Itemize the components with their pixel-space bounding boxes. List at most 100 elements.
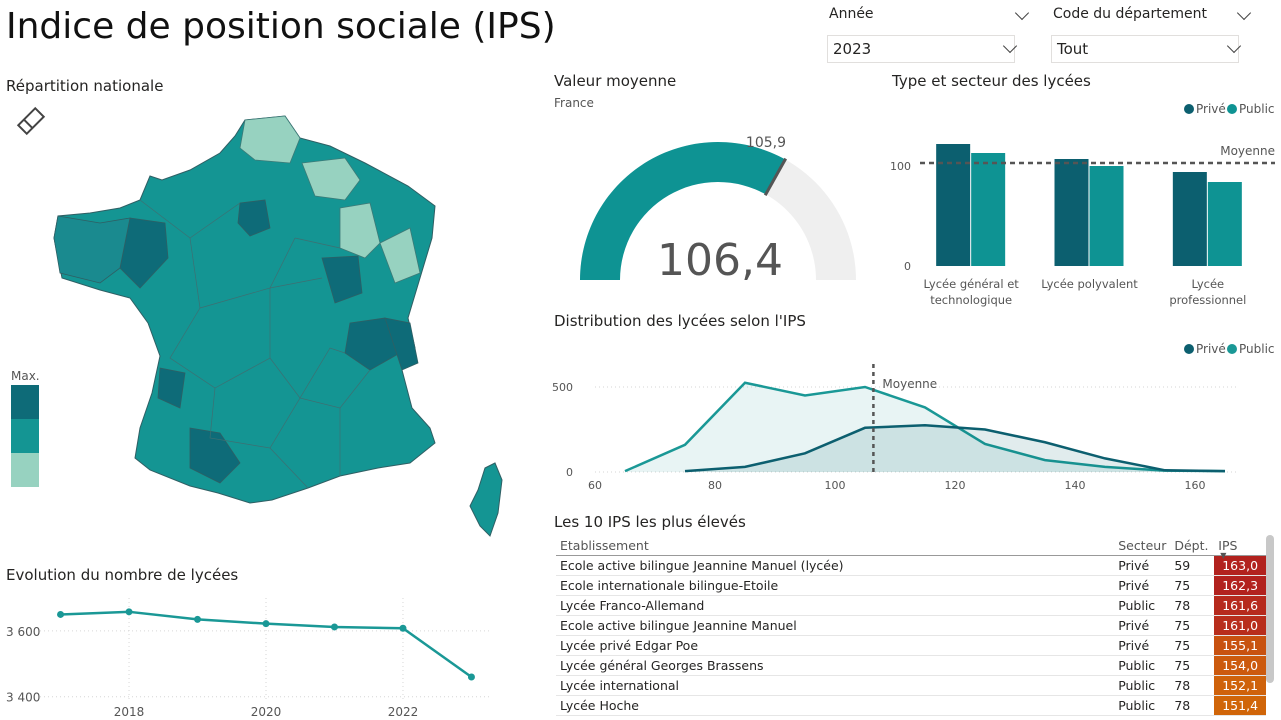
bretagne-region[interactable]: [53, 215, 131, 284]
corsica-region[interactable]: [469, 462, 503, 537]
cell-sector: Privé: [1114, 635, 1171, 656]
cell-ips: 163,0: [1214, 555, 1266, 576]
vosges-region[interactable]: [379, 227, 421, 284]
table-row[interactable]: Ecole active bilingue Jeannine Manuel Pri…: [556, 615, 1266, 636]
table-row[interactable]: Lycée Franco-Allemand Public 78 161,6: [556, 595, 1266, 616]
top10-table-container[interactable]: Etablissement Secteur Dépt. IPS ▼ Ecole …: [556, 535, 1266, 718]
table-row[interactable]: Lycée Hoche Public 78 151,4: [556, 695, 1266, 716]
y-tick-label: 500: [552, 381, 573, 394]
cell-ips: 152,1: [1214, 675, 1266, 696]
eraser-icon[interactable]: [14, 104, 48, 138]
evolution-title: Evolution du nombre de lycées: [6, 566, 239, 584]
nord-region[interactable]: [239, 115, 301, 164]
haute-garonne-region[interactable]: [189, 427, 241, 484]
dist-chart-legend[interactable]: Privé Public: [1184, 342, 1275, 356]
bar-public-2[interactable]: [1207, 182, 1242, 266]
y-tick-label: 100: [890, 160, 911, 173]
cell-ips: 155,1: [1214, 635, 1266, 656]
distribution-area-chart[interactable]: Privé Public 0 500 60 80 100 120 140 160 Moyenne: [545, 336, 1275, 496]
savoie-region[interactable]: [384, 317, 419, 371]
cell-sector: Privé: [1114, 615, 1171, 636]
evolution-point[interactable]: [125, 608, 133, 616]
evolution-point[interactable]: [467, 673, 475, 681]
reference-label: Moyenne: [1220, 144, 1275, 158]
cell-dept: 75: [1170, 635, 1215, 656]
top10-table: Etablissement Secteur Dépt. IPS ▼ Ecole …: [556, 535, 1266, 716]
table-row[interactable]: Lycée international Public 78 152,1: [556, 675, 1266, 696]
legend-prive-dot: [1184, 344, 1194, 354]
cell-sector: Public: [1114, 595, 1171, 616]
evolution-point[interactable]: [330, 623, 338, 631]
legend-mid-swatch: [11, 419, 39, 453]
x-tick-label: 60: [588, 479, 602, 492]
type-sector-bar-chart[interactable]: Privé Public 0 100 Lycée général et technolog…: [880, 96, 1280, 316]
cell-sector: Public: [1114, 655, 1171, 676]
average-gauge[interactable]: 105,9 106,4: [560, 120, 870, 290]
x-tick-label: 160: [1185, 479, 1206, 492]
evolution-line-chart[interactable]: 3 400 3 600 2018 2020 2022: [0, 590, 500, 718]
col-header-sector[interactable]: Secteur: [1118, 537, 1167, 553]
map-title: Répartition nationale: [6, 77, 164, 95]
year-slicer-label: Année: [829, 6, 874, 22]
y-tick-label: 0: [904, 260, 911, 273]
bar-privé-2[interactable]: [1172, 172, 1207, 266]
evolution-point[interactable]: [57, 610, 65, 618]
table-row[interactable]: Ecole active bilingue Jeannine Manuel (l…: [556, 555, 1266, 576]
paris-region[interactable]: [237, 199, 271, 237]
page-title: Indice de position sociale (IPS): [6, 6, 556, 47]
gauge-target-marker: [763, 157, 787, 197]
bar-privé-1[interactable]: [1054, 159, 1089, 266]
legend-high-swatch: [11, 385, 39, 419]
bar-public-1[interactable]: [1089, 166, 1124, 266]
gironde-region[interactable]: [157, 367, 186, 409]
evolution-point[interactable]: [399, 624, 407, 632]
evolution-point[interactable]: [262, 620, 270, 628]
haute-marne-region[interactable]: [339, 202, 381, 259]
cell-name: Lycée général Georges Brassens: [556, 655, 1115, 676]
department-dropdown[interactable]: Tout: [1051, 35, 1239, 63]
cell-dept: 78: [1170, 675, 1215, 696]
bar-public-0[interactable]: [971, 153, 1006, 266]
chevron-down-icon[interactable]: [1014, 5, 1030, 21]
area-public: [625, 382, 1225, 472]
cell-dept: 75: [1170, 655, 1215, 676]
france-map[interactable]: [40, 108, 510, 548]
cell-sector: Public: [1114, 675, 1171, 696]
cell-name: Ecole active bilingue Jeannine Manuel: [556, 615, 1115, 636]
col-header-ips[interactable]: IPS ▼: [1214, 535, 1266, 561]
cell-dept: 75: [1170, 615, 1215, 636]
cell-name: Lycée privé Edgar Poe: [556, 635, 1115, 656]
legend-public-dot: [1227, 104, 1237, 114]
line-public[interactable]: [624, 381, 1226, 473]
rhone-region[interactable]: [344, 317, 401, 371]
type-chart-legend[interactable]: Privé Public: [1184, 102, 1275, 116]
year-dropdown[interactable]: 2023: [827, 35, 1015, 63]
table-row[interactable]: Ecole internationale bilingue-Etoile Priv…: [556, 575, 1266, 596]
x-category-label: Lycée: [1192, 277, 1225, 291]
mainland-region[interactable]: [53, 115, 436, 504]
cell-name: Lycée Franco-Allemand: [556, 595, 1115, 616]
chevron-down-icon[interactable]: [1236, 5, 1252, 21]
year-slicer[interactable]: Année 2023: [827, 4, 1030, 63]
legend-public-label: Public: [1239, 102, 1275, 116]
department-slicer[interactable]: Code du département Tout: [1051, 4, 1253, 63]
bar-privé-0[interactable]: [936, 144, 971, 266]
table-row[interactable]: Lycée privé Edgar Poe Privé 75 155,1: [556, 635, 1266, 656]
gauge-target-label: 105,9: [746, 135, 786, 151]
evolution-point[interactable]: [194, 615, 202, 623]
table-row[interactable]: Lycée général Georges Brassens Public 75 15…: [556, 655, 1266, 676]
cell-ips: 161,6: [1214, 595, 1266, 616]
line-privé[interactable]: [684, 423, 1226, 473]
ardennes-region[interactable]: [301, 157, 361, 201]
cell-ips: 154,0: [1214, 655, 1266, 676]
x-tick-label: 2018: [114, 705, 145, 718]
col-header-dept[interactable]: Dépt.: [1174, 537, 1209, 553]
top10-title: Les 10 IPS les plus élevés: [554, 513, 746, 531]
cote-dor-region[interactable]: [321, 255, 363, 304]
table-scrollbar[interactable]: [1266, 535, 1274, 683]
x-category-label: Lycée général et: [924, 277, 1020, 291]
cell-ips: 161,0: [1214, 615, 1266, 636]
x-category-label: Lycée polyvalent: [1041, 277, 1138, 291]
col-header-name[interactable]: Etablissement: [560, 537, 649, 553]
x-tick-label: 2020: [251, 705, 282, 718]
